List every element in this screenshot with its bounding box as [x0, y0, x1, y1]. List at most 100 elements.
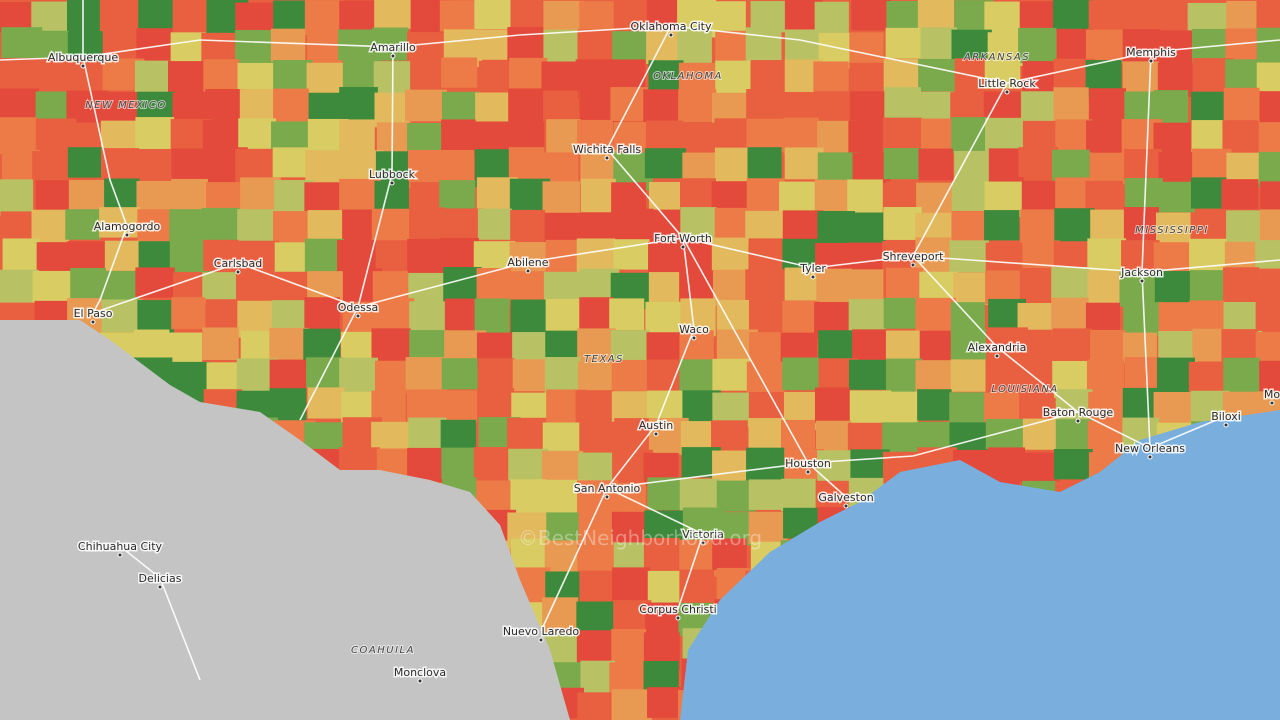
county — [1221, 329, 1258, 364]
county — [1086, 359, 1125, 396]
county — [1259, 360, 1280, 394]
city-label: Lubbock — [369, 168, 416, 181]
county — [1052, 0, 1093, 30]
city-label: Nuevo Laredo — [503, 625, 580, 638]
county — [1087, 238, 1127, 273]
road — [299, 46, 394, 421]
county — [645, 120, 684, 154]
county — [677, 28, 712, 65]
county — [613, 600, 652, 634]
county — [984, 58, 1021, 89]
county — [376, 122, 412, 155]
city-dot — [1075, 418, 1081, 424]
county — [883, 207, 922, 240]
road — [0, 25, 1280, 84]
county — [578, 452, 613, 484]
county — [1223, 357, 1260, 392]
region-label: OKLAHOMA — [653, 71, 723, 82]
county — [235, 148, 274, 182]
county — [339, 178, 381, 214]
city-label: Houston — [785, 457, 831, 470]
county — [235, 270, 271, 304]
county — [1222, 267, 1260, 304]
county — [916, 182, 954, 217]
county — [272, 147, 311, 178]
county — [408, 417, 447, 452]
city-label: Abilene — [507, 256, 548, 269]
city-label: Galveston — [818, 491, 873, 504]
city-dot — [235, 269, 241, 275]
county — [410, 59, 447, 92]
county — [1153, 391, 1194, 423]
county — [577, 119, 614, 151]
road — [1141, 51, 1152, 449]
city-label: Fort Worth — [654, 232, 712, 245]
city-label: Corpus Christi — [639, 603, 716, 616]
city-label: Alamogordo — [94, 220, 161, 233]
county — [271, 121, 311, 152]
county — [104, 240, 141, 271]
county — [372, 27, 409, 61]
county — [409, 301, 445, 333]
county — [507, 27, 544, 63]
city-dot — [994, 353, 1000, 359]
county — [611, 689, 652, 720]
county — [371, 390, 406, 423]
county — [750, 60, 790, 92]
county — [1226, 210, 1261, 248]
county — [1258, 151, 1280, 188]
county — [575, 59, 615, 90]
county — [1154, 271, 1193, 305]
county — [1090, 209, 1126, 241]
county — [881, 391, 919, 428]
county — [885, 27, 927, 59]
county — [1018, 147, 1059, 178]
county — [510, 299, 549, 336]
county — [440, 237, 479, 271]
county — [885, 267, 923, 300]
gulf — [680, 410, 1280, 720]
county — [609, 298, 645, 330]
county — [848, 299, 887, 331]
city-dot — [90, 319, 96, 325]
county — [983, 91, 1021, 122]
city-dot — [805, 469, 811, 475]
county — [66, 0, 104, 35]
county — [273, 59, 313, 93]
county — [918, 148, 953, 181]
county — [66, 90, 109, 124]
county — [0, 117, 38, 154]
county — [816, 268, 853, 303]
city-label: Monclova — [394, 666, 446, 679]
county — [849, 62, 885, 94]
city-label: Oklahoma City — [630, 20, 712, 33]
city-dot — [604, 155, 610, 161]
county — [239, 89, 276, 122]
county — [712, 358, 751, 391]
county — [135, 267, 175, 298]
city-dot — [157, 584, 163, 590]
county — [137, 209, 175, 247]
county — [1222, 120, 1258, 154]
city-dot — [604, 494, 610, 500]
county — [577, 361, 619, 394]
county — [746, 361, 785, 396]
county — [1055, 419, 1094, 450]
region-label: COAHUILA — [351, 645, 415, 656]
county — [577, 29, 619, 62]
city-label: Baton Rouge — [1043, 406, 1114, 419]
county — [1051, 297, 1089, 334]
county — [1054, 208, 1095, 244]
county — [441, 57, 478, 88]
county — [510, 538, 549, 571]
county — [1187, 2, 1230, 34]
city-dot — [675, 615, 681, 621]
county — [0, 57, 39, 92]
county — [65, 209, 101, 240]
city-dot — [1148, 58, 1154, 64]
county — [648, 241, 686, 278]
county — [137, 300, 174, 336]
road — [606, 411, 1227, 489]
county — [171, 297, 206, 330]
